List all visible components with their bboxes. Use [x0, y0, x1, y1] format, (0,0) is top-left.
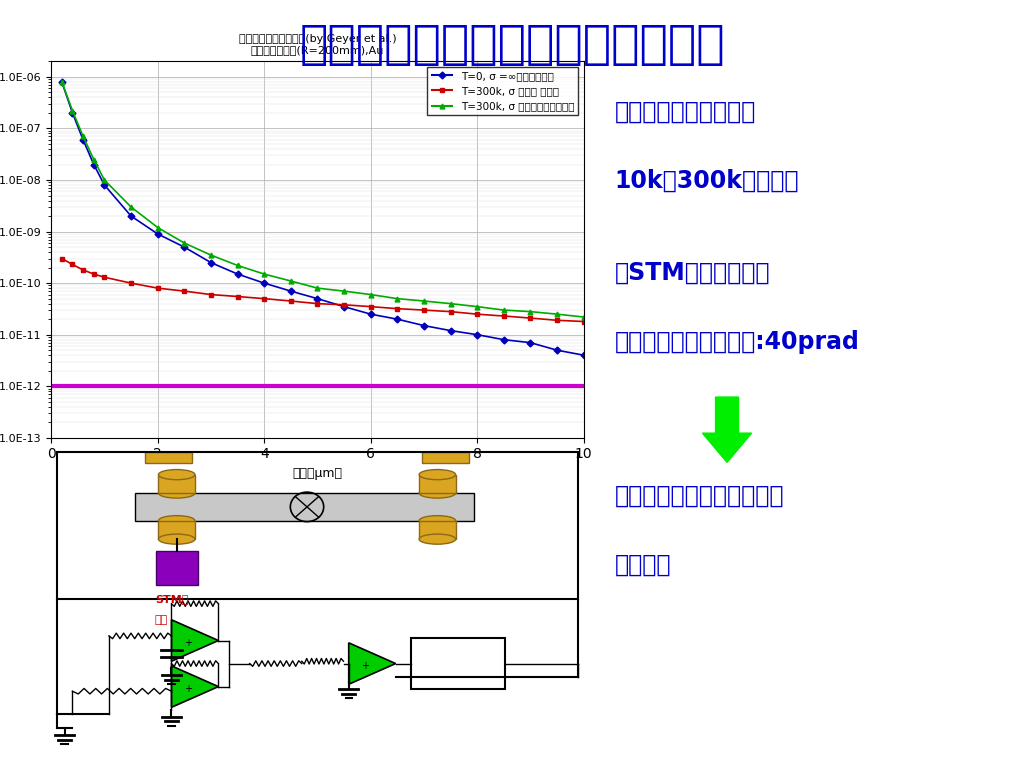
Ellipse shape: [159, 469, 195, 480]
Ellipse shape: [419, 534, 456, 545]
Bar: [56, 452, 579, 599]
Text: 小型かつ高検出感度:40prad: 小型かつ高検出感度:40prad: [614, 330, 859, 354]
Ellipse shape: [159, 488, 195, 498]
Legend: T=0, σ =∞カシミール力, T=300k, σ 有限の 補正項, T=300k, σ 有限のカシミール力: T=0, σ =∞カシミール力, T=300k, σ 有限の 補正項, T=30…: [427, 67, 579, 115]
Title: カシミール力と補正項(by Geyer et al.)
平面鏡と凸面鏡(R=200mm),Au: カシミール力と補正項(by Geyer et al.) 平面鏡と凸面鏡(R=20…: [239, 34, 396, 55]
Bar: [159, 475, 195, 493]
Text: 装置の低温化によって: 装置の低温化によって: [614, 100, 756, 124]
Bar: [135, 493, 474, 521]
FancyArrow shape: [702, 397, 752, 462]
Bar: [419, 475, 456, 493]
Text: +: +: [361, 660, 369, 670]
Text: 出器: 出器: [155, 615, 168, 625]
Polygon shape: [349, 643, 395, 684]
Bar: [412, 638, 505, 689]
Text: +: +: [184, 684, 191, 694]
Polygon shape: [171, 666, 218, 707]
Text: +: +: [184, 637, 191, 647]
Polygon shape: [171, 620, 218, 661]
Bar: [156, 551, 198, 585]
Bar: [419, 521, 456, 539]
Text: 今後の展開：温度補正項の確認へ: 今後の展開：温度補正項の確認へ: [299, 23, 725, 68]
Bar: [145, 452, 193, 463]
Ellipse shape: [159, 515, 195, 526]
Bar: [159, 521, 195, 539]
Text: の確認へ: の確認へ: [614, 553, 671, 577]
Ellipse shape: [159, 534, 195, 545]
X-axis label: 距離（μm）: 距離（μm）: [293, 467, 342, 480]
Text: カシミール力の温度補正項: カシミール力の温度補正項: [614, 484, 784, 508]
Ellipse shape: [419, 515, 456, 526]
Text: ・STM検出器の導入: ・STM検出器の導入: [614, 261, 770, 285]
Text: STM検: STM検: [155, 594, 188, 604]
Ellipse shape: [419, 469, 456, 480]
Text: 10k～300kでの測定: 10k～300kでの測定: [614, 169, 799, 193]
Bar: [422, 452, 469, 463]
Ellipse shape: [419, 488, 456, 498]
